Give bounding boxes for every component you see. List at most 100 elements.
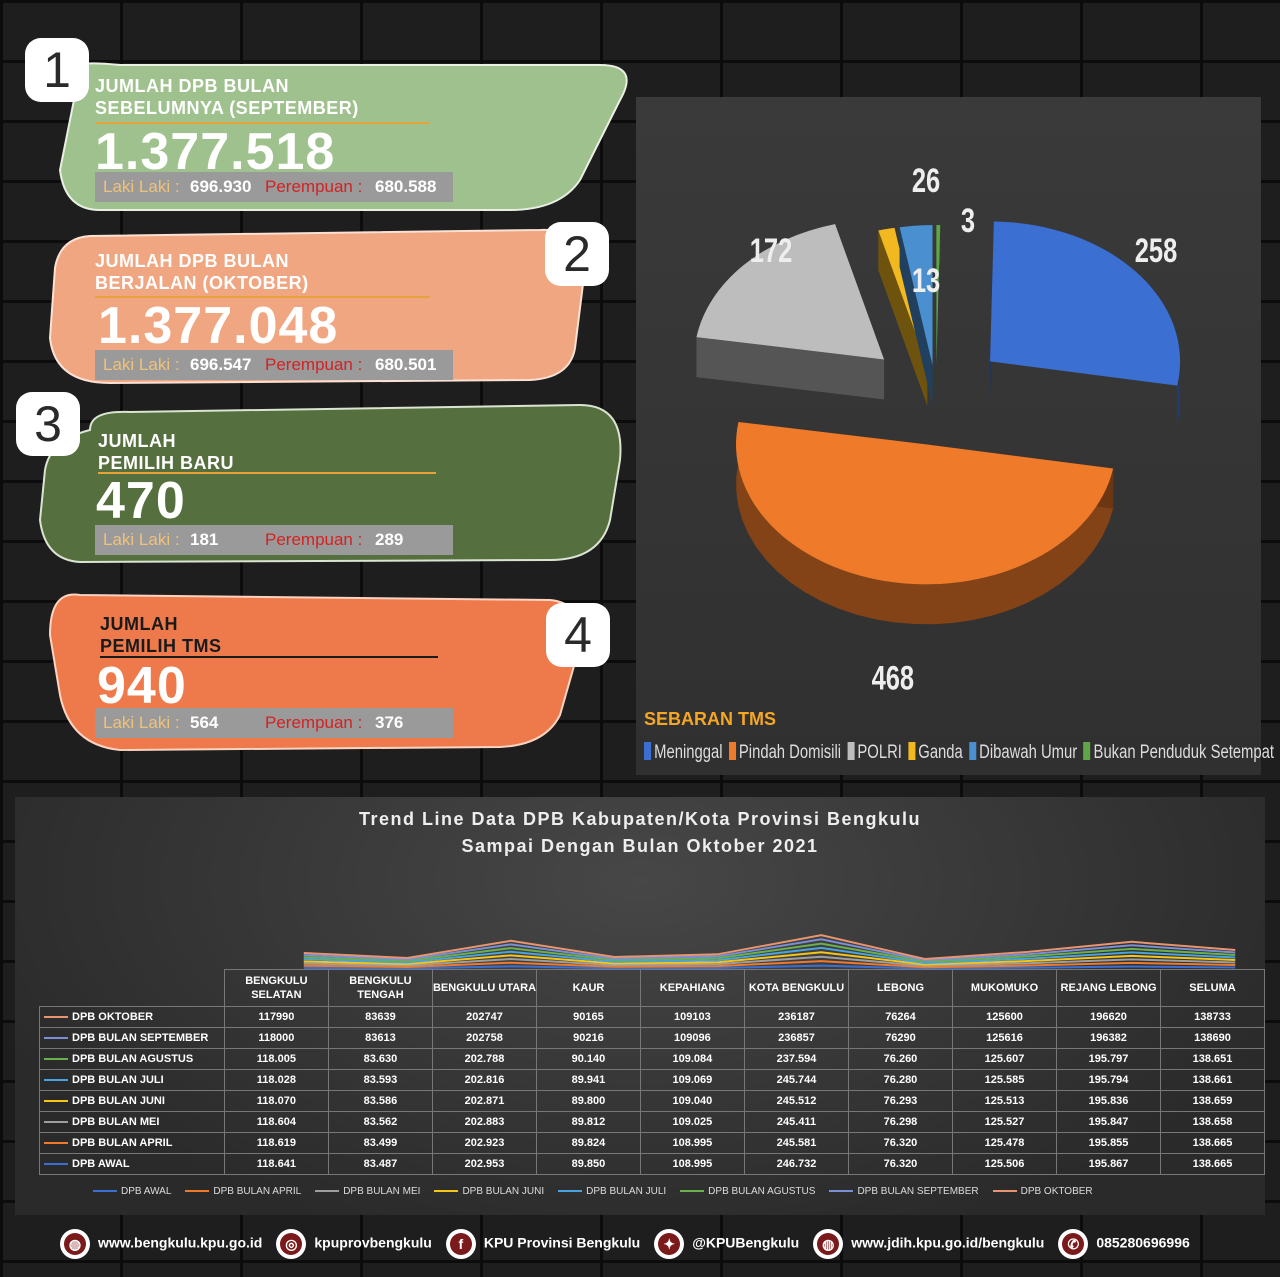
table-cell: 118.070	[223, 1090, 329, 1112]
table-cell: 125.585	[951, 1069, 1058, 1091]
gender-bar: Laki Laki : 696.930 Perempuan : 680.588	[95, 172, 453, 202]
table-cell: 83.593	[327, 1069, 433, 1091]
series-label: DPB BULAN JUNI	[39, 1090, 225, 1112]
table-cell: 118.641	[223, 1153, 329, 1175]
trend-line-dpb-awal	[303, 964, 1236, 970]
trend-legend-item: DPB AWAL	[93, 1186, 171, 1197]
table-row: DPB OKTOBER 117990 83639 202747 90165 109103 2…	[39, 1006, 1265, 1028]
table-cell: 237.594	[743, 1048, 850, 1070]
category-header: BENGKULU UTARA	[431, 969, 538, 1007]
table-cell: 76.320	[848, 1153, 953, 1175]
pie-value-label: 13	[912, 263, 940, 300]
table-row: DPB BULAN AGUSTUS 118.005 83.630 202.788 90.…	[39, 1048, 1265, 1070]
table-cell: 83.499	[327, 1132, 433, 1154]
pie-legend-item: Meninggal	[644, 742, 723, 763]
table-cell: 195.855	[1056, 1132, 1161, 1154]
footer-link[interactable]: f KPU Provinsi Bengkulu	[445, 1229, 641, 1259]
table-cell: 125616	[951, 1027, 1058, 1049]
table-cell: 202.788	[431, 1048, 538, 1070]
category-header: MUKOMUKO	[951, 969, 1058, 1007]
pie-slice-pindah-domisili	[736, 421, 1114, 625]
pie-value-label: 258	[1135, 233, 1178, 270]
pie-legend-item: POLRI	[847, 742, 902, 763]
table-cell: 245.411	[743, 1111, 850, 1133]
table-cell: 109.084	[639, 1048, 745, 1070]
table-cell: 118.604	[223, 1111, 329, 1133]
table-cell: 125.513	[951, 1090, 1058, 1112]
facebook-icon: f	[445, 1229, 476, 1259]
card-dpb-oktober: JUMLAH DPB BULAN BERJALAN (OKTOBER) 1.37…	[40, 228, 600, 388]
card-title: JUMLAH DPB BULAN BERJALAN (OKTOBER)	[95, 251, 309, 293]
table-cell: 89.812	[536, 1111, 641, 1133]
category-header: BENGKULU SELATAN	[223, 969, 329, 1007]
table-row: DPB BULAN JUNI 118.070 83.586 202.871 89.800…	[39, 1090, 1265, 1112]
table-cell: 202.923	[431, 1132, 538, 1154]
table-cell: 76.298	[848, 1111, 953, 1133]
series-label: DPB BULAN SEPTEMBER	[39, 1027, 225, 1049]
card-title: JUMLAH DPB BULAN SEBELUMNYA (SEPTEMBER)	[95, 76, 359, 118]
category-header: KAUR	[536, 969, 641, 1007]
table-cell: 83613	[327, 1027, 433, 1049]
series-label: DPB BULAN AGUSTUS	[39, 1048, 225, 1070]
table-cell: 246.732	[743, 1153, 850, 1175]
table-row: DPB BULAN SEPTEMBER 118000 83613 202758 9021…	[39, 1027, 1265, 1049]
table-cell: 89.941	[536, 1069, 641, 1091]
table-cell: 76.320	[848, 1132, 953, 1154]
twitter-icon: ✦	[654, 1229, 685, 1259]
table-cell: 245.512	[743, 1090, 850, 1112]
card-rule	[98, 472, 436, 474]
badge-number-1: 1	[25, 38, 89, 102]
pie-slice-dibawah-umur	[899, 225, 933, 406]
pie-chart: 258 468 172 13 26 3	[696, 163, 1181, 697]
table-cell: 125.607	[951, 1048, 1058, 1070]
trend-table: BENGKULU SELATAN BENGKULU TENGAH BENGKULU …	[39, 969, 1265, 1175]
table-cell: 89.850	[536, 1153, 641, 1175]
footer-link[interactable]: ◍ www.bengkulu.kpu.go.id	[60, 1229, 262, 1259]
card-rule	[100, 656, 438, 658]
pie-slice-meninggal	[990, 221, 1181, 426]
footer-link-text: @KPUBengkulu	[692, 1234, 800, 1251]
pie-value-label: 3	[961, 203, 975, 240]
card-total: 940	[97, 657, 187, 715]
trend-line-chart	[303, 934, 1236, 970]
series-label: DPB BULAN APRIL	[39, 1132, 225, 1154]
category-header: REJANG LEBONG	[1056, 969, 1161, 1007]
trend-line-dpb-bulan-mei	[303, 955, 1236, 967]
footer-link[interactable]: ✦ @KPUBengkulu	[654, 1229, 799, 1259]
table-cell: 202.871	[431, 1090, 538, 1112]
badge-number-4: 4	[546, 603, 610, 667]
table-cell: 109096	[639, 1027, 745, 1049]
instagram-icon: ◎	[276, 1229, 307, 1259]
footer-link-text: KPU Provinsi Bengkulu	[483, 1234, 641, 1251]
card-rule	[95, 122, 430, 124]
table-row: DPB AWAL 118.641 83.487 202.953 89.850 108.99…	[39, 1153, 1265, 1175]
card-pemilih-tms: JUMLAH PEMILIH TMS 940 Laki Laki : 564 P…	[40, 585, 600, 755]
card-title: JUMLAH PEMILIH TMS	[100, 614, 222, 656]
footer-link-text: kpuprovbengkulu	[314, 1234, 432, 1251]
series-label: DPB BULAN JULI	[39, 1069, 225, 1091]
pie-legend: Meninggal Pindah Domisili POLRI Ganda Dibawa…	[644, 742, 1280, 764]
card-pemilih-baru: JUMLAH PEMILIH BARU 470 Laki Laki : 181 …	[30, 400, 630, 570]
trend-legend-item: DPB OKTOBER	[992, 1186, 1093, 1197]
table-cell: 76.280	[848, 1069, 953, 1091]
table-cell: 109103	[639, 1006, 745, 1028]
trend-title: Trend Line Data DPB Kabupaten/Kota Provi…	[358, 809, 922, 829]
pie-value-label: 26	[912, 163, 940, 200]
card-total: 1.377.518	[95, 123, 336, 181]
gender-bar: Laki Laki : 696.547 Perempuan : 680.501	[95, 350, 453, 380]
trend-line-dpb-bulan-juni	[303, 951, 1236, 966]
card-dpb-september: JUMLAH DPB BULAN SEBELUMNYA (SEPTEMBER) …	[40, 60, 630, 220]
trend-legend-item: DPB BULAN JULI	[558, 1186, 666, 1197]
table-cell: 125.478	[951, 1132, 1058, 1154]
footer-link[interactable]: ◍ www.jdih.kpu.go.id/bengkulu	[813, 1229, 1044, 1259]
pie-value-label: 172	[750, 233, 793, 270]
table-row: DPB BULAN MEI 118.604 83.562 202.883 89.812 1…	[39, 1111, 1265, 1133]
footer-link-text: 085280696996	[1096, 1234, 1190, 1251]
footer-link[interactable]: ✆ 085280696996	[1058, 1229, 1190, 1259]
trend-line-dpb-bulan-september	[303, 938, 1236, 962]
whatsapp-icon: ✆	[1058, 1229, 1089, 1259]
table-cell: 76264	[848, 1006, 953, 1028]
table-cell: 118.028	[223, 1069, 329, 1091]
footer-link[interactable]: ◎ kpuprovbengkulu	[276, 1229, 432, 1259]
trend-legend: DPB AWAL DPB BULAN APRIL DPB BULAN MEI DPB …	[93, 1186, 1107, 1197]
